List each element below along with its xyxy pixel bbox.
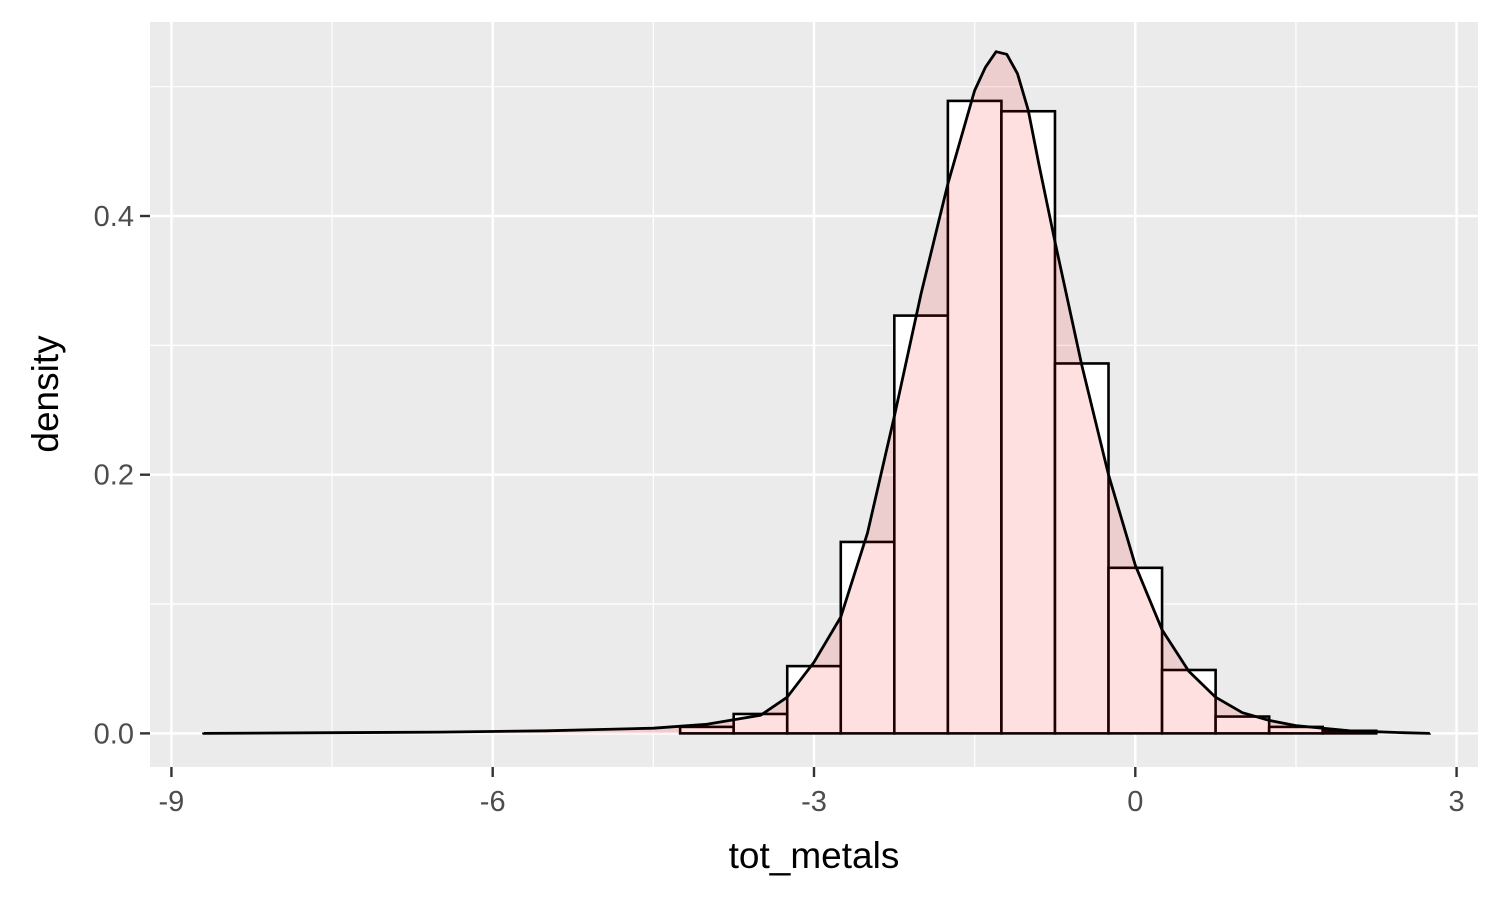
- y-tick-label: 0.2: [94, 460, 134, 492]
- density-curve-layer: [202, 50, 1432, 735]
- x-tick-label: -6: [480, 786, 506, 818]
- histogram-bars: [678, 99, 1378, 735]
- x-tick-label: -9: [159, 786, 185, 818]
- y-axis-ticks: 0.0 0.2 0.4: [94, 201, 150, 750]
- histogram-bar: [1053, 362, 1110, 735]
- y-tick-label: 0.0: [94, 718, 134, 750]
- x-tick-label: 0: [1127, 786, 1143, 818]
- histogram-bar: [1000, 109, 1057, 735]
- y-tick-label: 0.4: [94, 201, 134, 233]
- histogram-bar: [946, 99, 1003, 735]
- density-line: [202, 50, 1432, 735]
- histogram-bar: [1107, 566, 1164, 735]
- x-tick-label: -3: [801, 786, 827, 818]
- x-tick-label: 3: [1449, 786, 1465, 818]
- histogram-bar: [1160, 668, 1217, 735]
- y-axis-title: density: [25, 335, 66, 453]
- histogram-bar: [1214, 715, 1271, 735]
- density-area: [203, 51, 1430, 734]
- x-axis-title: tot_metals: [729, 835, 900, 876]
- x-axis-ticks: -9 -6 -3 0 3: [159, 767, 1465, 818]
